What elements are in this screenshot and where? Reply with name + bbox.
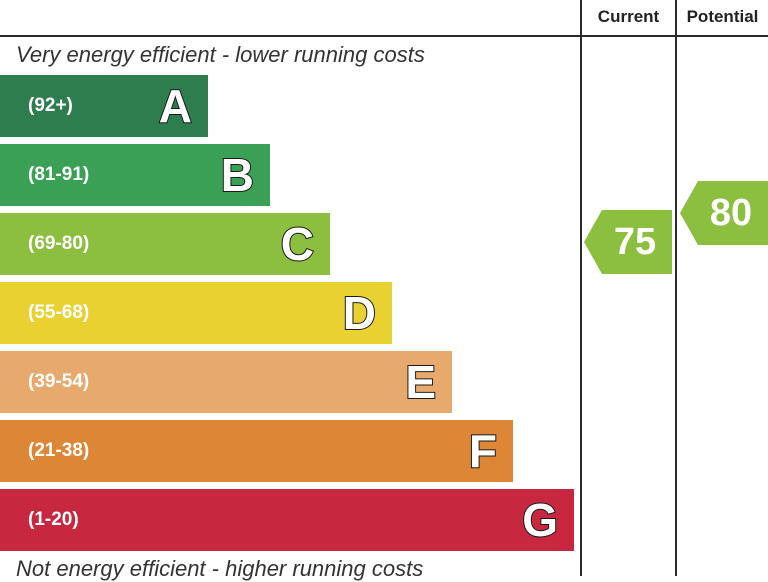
band-range-label: (69-80) xyxy=(28,233,90,254)
current-rating-arrow: 75 xyxy=(584,210,672,274)
band-range-label: (81-91) xyxy=(28,164,90,185)
band-range-label: (39-54) xyxy=(28,371,90,392)
current-arrow-shape xyxy=(584,210,672,274)
band-f: (21-38) F xyxy=(0,420,513,482)
band-range-label: (1-20) xyxy=(28,509,79,530)
top-caption: Very energy efficient - lower running co… xyxy=(16,42,425,67)
potential-rating-value: 80 xyxy=(709,192,753,234)
potential-column-divider xyxy=(675,0,677,576)
band-b: (81-91) B xyxy=(0,144,270,206)
band-letter: A xyxy=(158,79,193,133)
current-column-header: Current xyxy=(597,7,660,26)
current-rating-value: 75 xyxy=(613,221,657,263)
band-letter: D xyxy=(342,286,377,340)
band-letter: G xyxy=(521,493,559,547)
band-range-label: (55-68) xyxy=(28,302,90,323)
potential-rating-arrow: 80 xyxy=(680,181,768,245)
potential-arrow-shape xyxy=(680,181,768,245)
band-d: (55-68) D xyxy=(0,282,392,344)
band-g: (1-20) G xyxy=(0,489,574,551)
band-a: (92+) A xyxy=(0,75,208,137)
band-e: (39-54) E xyxy=(0,351,452,413)
band-c: (69-80) C xyxy=(0,213,330,275)
band-letter: B xyxy=(220,148,255,202)
band-range-label: (21-38) xyxy=(28,440,90,461)
band-letter: E xyxy=(404,355,437,409)
band-range-label: (92+) xyxy=(28,95,73,116)
header-divider xyxy=(0,35,768,37)
bottom-caption: Not energy efficient - higher running co… xyxy=(16,556,424,581)
band-letter: F xyxy=(468,424,498,478)
current-column-divider xyxy=(580,0,582,576)
potential-column-header: Potential xyxy=(686,7,759,26)
band-letter: C xyxy=(280,217,315,271)
